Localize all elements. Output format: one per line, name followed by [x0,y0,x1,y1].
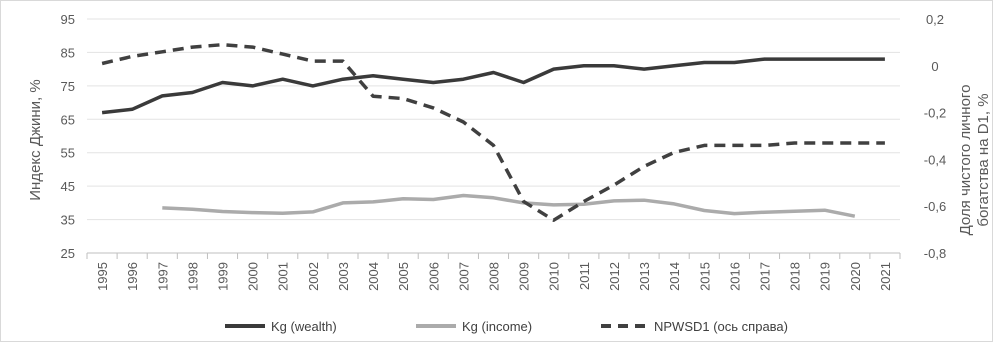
right-axis-title-line1: Доля чистого личного [957,85,974,236]
x-tick-label: 2013 [637,262,652,291]
right-tick-label: 0,2 [926,12,944,27]
x-tick-label: 1999 [216,262,231,291]
x-tick-label: 2014 [667,262,682,291]
x-tick-label: 2016 [727,262,742,291]
legend-label-income: Kg (income) [462,319,532,334]
right-axis-ticks: 0,2 0 -0,2 -0,4 -0,6 -0,8 [924,12,946,261]
x-tick-label: 2010 [547,262,562,291]
left-tick-label: 75 [61,79,75,94]
x-tick-label: 2006 [426,262,441,291]
left-axis-title: Индекс Джини, % [27,79,44,200]
x-tick-label: 2012 [607,262,622,291]
right-tick-label: -0,6 [924,199,946,214]
right-tick-label: -0,4 [924,152,946,167]
left-tick-label: 85 [61,45,75,60]
legend-label-npwsd1: NPWSD1 (ось справа) [654,319,788,334]
x-tick-label: 1998 [185,262,200,291]
x-tick-label: 2018 [788,262,803,291]
x-tick-label: 2003 [336,262,351,291]
series-line-npwsd1 [101,42,885,222]
x-tick-label: 2008 [487,262,502,291]
x-tick-label: 2007 [456,262,471,291]
series-line-income [162,193,856,218]
right-tick-label: -0,2 [924,106,946,121]
x-tick-label: 2000 [246,262,261,291]
x-tick-label: 1995 [95,262,110,291]
x-axis-ticks: 1995 1996 1997 1998 1999 2000 2001 2002 2003 2004… [95,262,893,291]
x-tick-label: 2005 [396,262,411,291]
x-tick-label: 2001 [276,262,291,291]
left-tick-label: 45 [61,179,75,194]
left-tick-label: 95 [61,12,75,27]
x-tick-label: 2009 [517,262,532,291]
x-tick-label: 2019 [818,262,833,291]
series-lines [101,42,885,222]
left-tick-label: 35 [61,213,75,228]
x-tick-label: 2002 [306,262,321,291]
left-tick-label: 65 [61,112,75,127]
x-tick-label: 2004 [366,262,381,291]
x-tick-label: 2015 [697,262,712,291]
axes [86,252,901,259]
right-tick-label: -0,8 [924,246,946,261]
x-tick-label: 1996 [125,262,140,291]
x-tick-label: 1997 [155,262,170,291]
x-tick-label: 2017 [758,262,773,291]
left-tick-label: 55 [61,146,75,161]
x-tick-label: 2020 [848,262,863,291]
legend: Kg (wealth) Kg (income) NPWSD1 (ось спра… [225,319,788,334]
left-tick-label: 25 [61,246,75,261]
right-axis-title-line2: богатства на D1, % [975,93,992,226]
right-tick-label: 0 [931,59,938,74]
series-line-wealth [101,57,885,115]
gridlines [87,18,900,221]
left-axis-ticks: 95 85 75 65 55 45 35 25 [61,12,75,261]
legend-label-wealth: Kg (wealth) [271,319,337,334]
x-tick-label: 2021 [878,262,893,291]
x-tick-label: 2011 [577,262,592,290]
